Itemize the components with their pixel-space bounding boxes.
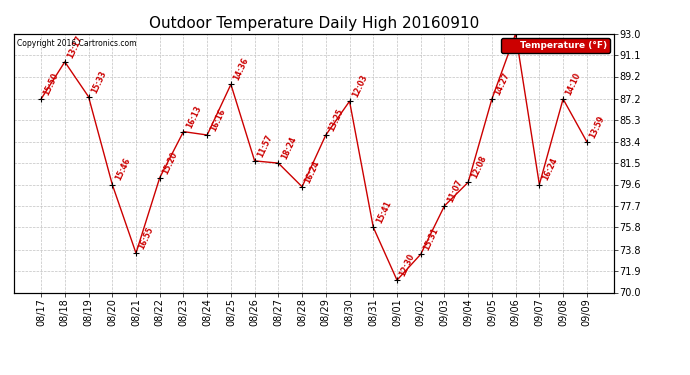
Text: 16:13: 16:13: [185, 104, 203, 129]
Text: Copyright 2016 Cartronics.com: Copyright 2016 Cartronics.com: [17, 39, 137, 48]
Text: 16:16: 16:16: [208, 107, 227, 133]
Text: 15:46: 15:46: [113, 157, 132, 182]
Text: 12:03: 12:03: [351, 74, 369, 99]
Text: 13:59: 13:59: [588, 114, 607, 140]
Text: 11:07: 11:07: [446, 178, 464, 204]
Text: 12:30: 12:30: [398, 252, 417, 278]
Text: 11:57: 11:57: [256, 133, 274, 159]
Text: 14:27: 14:27: [493, 71, 511, 97]
Title: Outdoor Temperature Daily High 20160910: Outdoor Temperature Daily High 20160910: [149, 16, 479, 31]
Text: 16:55: 16:55: [137, 225, 155, 251]
Text: 15:20: 15:20: [161, 150, 179, 176]
Text: 15:50: 15:50: [42, 71, 61, 97]
Text: 13:17: 13:17: [66, 34, 84, 60]
Text: 18:24: 18:24: [279, 135, 298, 161]
Text: 16:24: 16:24: [540, 157, 559, 182]
Legend: Temperature (°F): Temperature (°F): [501, 38, 609, 53]
Text: 16:24: 16:24: [304, 159, 322, 184]
Text: 14:10: 14:10: [564, 71, 582, 97]
Text: 12:08: 12:08: [469, 154, 488, 180]
Text: 15:41: 15:41: [375, 200, 393, 225]
Text: 15:33: 15:33: [90, 69, 108, 94]
Text: 14:36: 14:36: [232, 57, 250, 82]
Text: 13:25: 13:25: [327, 107, 345, 133]
Text: 15:31: 15:31: [422, 226, 440, 252]
